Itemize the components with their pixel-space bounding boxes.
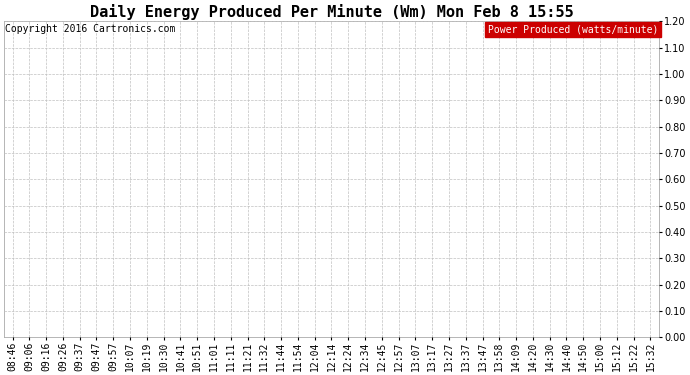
Text: Power Produced (watts/minute): Power Produced (watts/minute) — [488, 24, 658, 34]
Title: Daily Energy Produced Per Minute (Wm) Mon Feb 8 15:55: Daily Energy Produced Per Minute (Wm) Mo… — [90, 4, 573, 20]
Text: Copyright 2016 Cartronics.com: Copyright 2016 Cartronics.com — [5, 24, 175, 34]
